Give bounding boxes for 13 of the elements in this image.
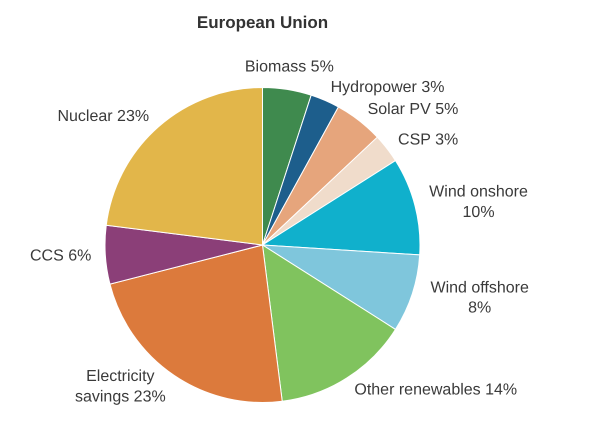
slice-label: Biomass 5%	[244, 58, 334, 76]
slice-label: Solar PV 5%	[368, 100, 458, 118]
slice-label: Wind onshore	[429, 184, 528, 201]
slice-label: CSP 3%	[398, 131, 458, 148]
slice-label: Hydropower 3%	[330, 79, 444, 96]
chart-title: European Union	[196, 13, 328, 32]
slice-label: Wind offshore	[430, 279, 529, 296]
slice-label: CCS 6%	[30, 247, 92, 264]
data-label: 8%	[468, 300, 492, 317]
slice-label: Nuclear 23%	[57, 108, 150, 125]
data-label: 10%	[462, 204, 495, 222]
slice-label: Electricity savings 23%	[74, 368, 166, 406]
slice-label: Other renewables 14%	[354, 381, 518, 398]
